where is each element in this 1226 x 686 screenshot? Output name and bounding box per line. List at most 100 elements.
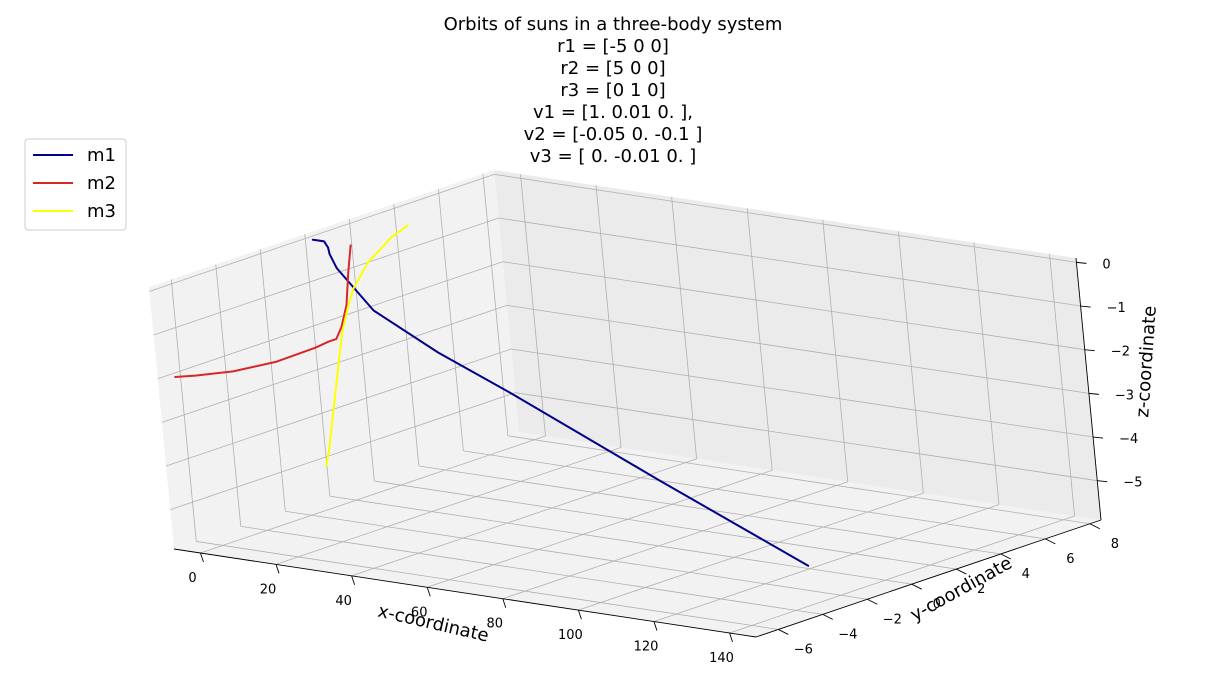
z-grid-left--4 [165,348,512,467]
z-tick--2 [1084,349,1095,352]
x-tick-label-120: 120 [634,640,659,655]
y-grid-left--4 [215,264,242,527]
z-tick-0 [1076,261,1087,264]
y-grid-floor-8 [507,435,1090,525]
series-line-m3 [325,224,409,467]
x-axis-line [173,548,757,638]
legend-label-m3: m3 [87,201,116,222]
y-tick-0 [911,583,923,590]
y-tick-label-0: 0 [933,597,941,612]
x-grid-back-60 [746,208,773,471]
y-tick-label--4: −4 [838,627,857,642]
y-tick--4 [822,613,833,620]
z-tick-label--5: −5 [1123,476,1142,491]
x-axis-label: x-coordinate [376,601,491,647]
z-grid-back--3 [506,304,1089,394]
axis-lines [173,257,1108,643]
x-tick-0 [200,552,204,563]
z-grid-left-0 [149,173,495,292]
y-tick-8 [1089,523,1101,530]
x-grid-floor-20 [275,447,622,565]
z-tick--1 [1080,305,1091,308]
z-grid-left--2 [157,261,503,380]
y-grid-floor-0 [329,495,912,585]
z-grid-back--1 [498,217,1081,307]
chart-title-line-5: v1 = [1. 0.01 0. ], [533,102,693,123]
y-grid-left-4 [393,203,420,467]
grid-lines [149,173,1098,634]
x-tick-140 [729,632,733,643]
z-tick-label--4: −4 [1119,432,1138,447]
z-grid-left--5 [170,392,516,511]
x-tick-40 [351,575,356,585]
y-grid-floor--2 [285,510,868,600]
x-grid-floor-120 [653,504,1000,622]
y-tick-label--6: −6 [794,643,813,658]
x-tick-100 [577,610,582,620]
data-series [174,224,810,567]
x-grid-floor-60 [427,469,773,588]
x-grid-back-100 [897,231,924,494]
x-tick-label-80: 80 [487,617,504,632]
y-grid-floor-2 [374,480,957,570]
z-tick-label--2: −2 [1111,345,1130,360]
z-grid-back--2 [502,261,1085,351]
y-tick-4 [1000,553,1012,560]
legend-label-m2: m2 [87,173,116,194]
y-grid-left-0 [304,234,331,497]
back-wall-pane [494,170,1101,520]
z-tick--3 [1088,392,1099,395]
y-tick-2 [956,568,967,575]
x-grid-floor-140 [729,515,1075,634]
z-axis-line [1075,257,1102,521]
y-axis-line [755,519,1102,638]
chart-title-line-6: v2 = [-0.05 0. -0.1 ] [524,124,703,145]
x-grid-back-80 [822,219,849,482]
x-tick-80 [502,598,507,608]
series-line-m2 [174,244,352,378]
x-tick-label-100: 100 [558,628,583,643]
y-grid-floor--4 [240,525,823,615]
y-tick-label-4: 4 [1022,567,1030,582]
chart-title-line-3: r2 = [5 0 0] [560,58,665,79]
x-tick-60 [426,587,431,597]
z-grid-left--1 [153,217,499,336]
y-grid-left--6 [170,279,197,542]
legend-label-m1: m1 [87,145,116,166]
chart-title-line-4: r3 = [0 1 0] [560,80,665,101]
chart-title-line-7: v3 = [ 0. -0.01 0. ] [530,146,696,167]
x-tick-label-20: 20 [260,582,277,597]
z-tick-label-0: 0 [1102,257,1110,272]
y-tick-label-8: 8 [1111,537,1119,552]
x-tick-20 [275,564,280,574]
y-grid-left-8 [482,173,509,436]
x-grid-back-40 [671,196,698,459]
y-grid-floor-6 [463,450,1046,540]
y-tick--2 [867,598,878,605]
chart-title-line-2: r1 = [-5 0 0] [557,36,669,57]
z-grid-back-0 [494,173,1077,263]
y-tick--6 [778,629,789,635]
x-tick-label-140: 140 [709,651,734,666]
y-grid-left--2 [259,249,286,512]
z-tick-label--3: −3 [1115,388,1134,403]
x-grid-back-140 [1049,253,1075,517]
y-grid-left-2 [348,219,375,482]
chart-title-line-1: Orbits of suns in a three-body system [444,14,783,35]
y-tick-label-6: 6 [1066,552,1074,567]
x-grid-floor-40 [351,458,697,577]
legend: m1 m2 m3 [24,138,127,231]
x-tick-120 [653,621,658,631]
z-grid-back--5 [515,392,1098,482]
y-tick-6 [1045,538,1056,545]
left-wall-pane [149,170,519,549]
x-grid-back-120 [973,242,1000,505]
x-tick-label-40: 40 [335,594,352,609]
x-grid-floor-100 [578,492,924,611]
legend-frame [24,138,127,231]
x-grid-back-0 [520,173,546,437]
y-tick-label-2: 2 [977,582,985,597]
z-tick-label--1: −1 [1107,301,1126,316]
